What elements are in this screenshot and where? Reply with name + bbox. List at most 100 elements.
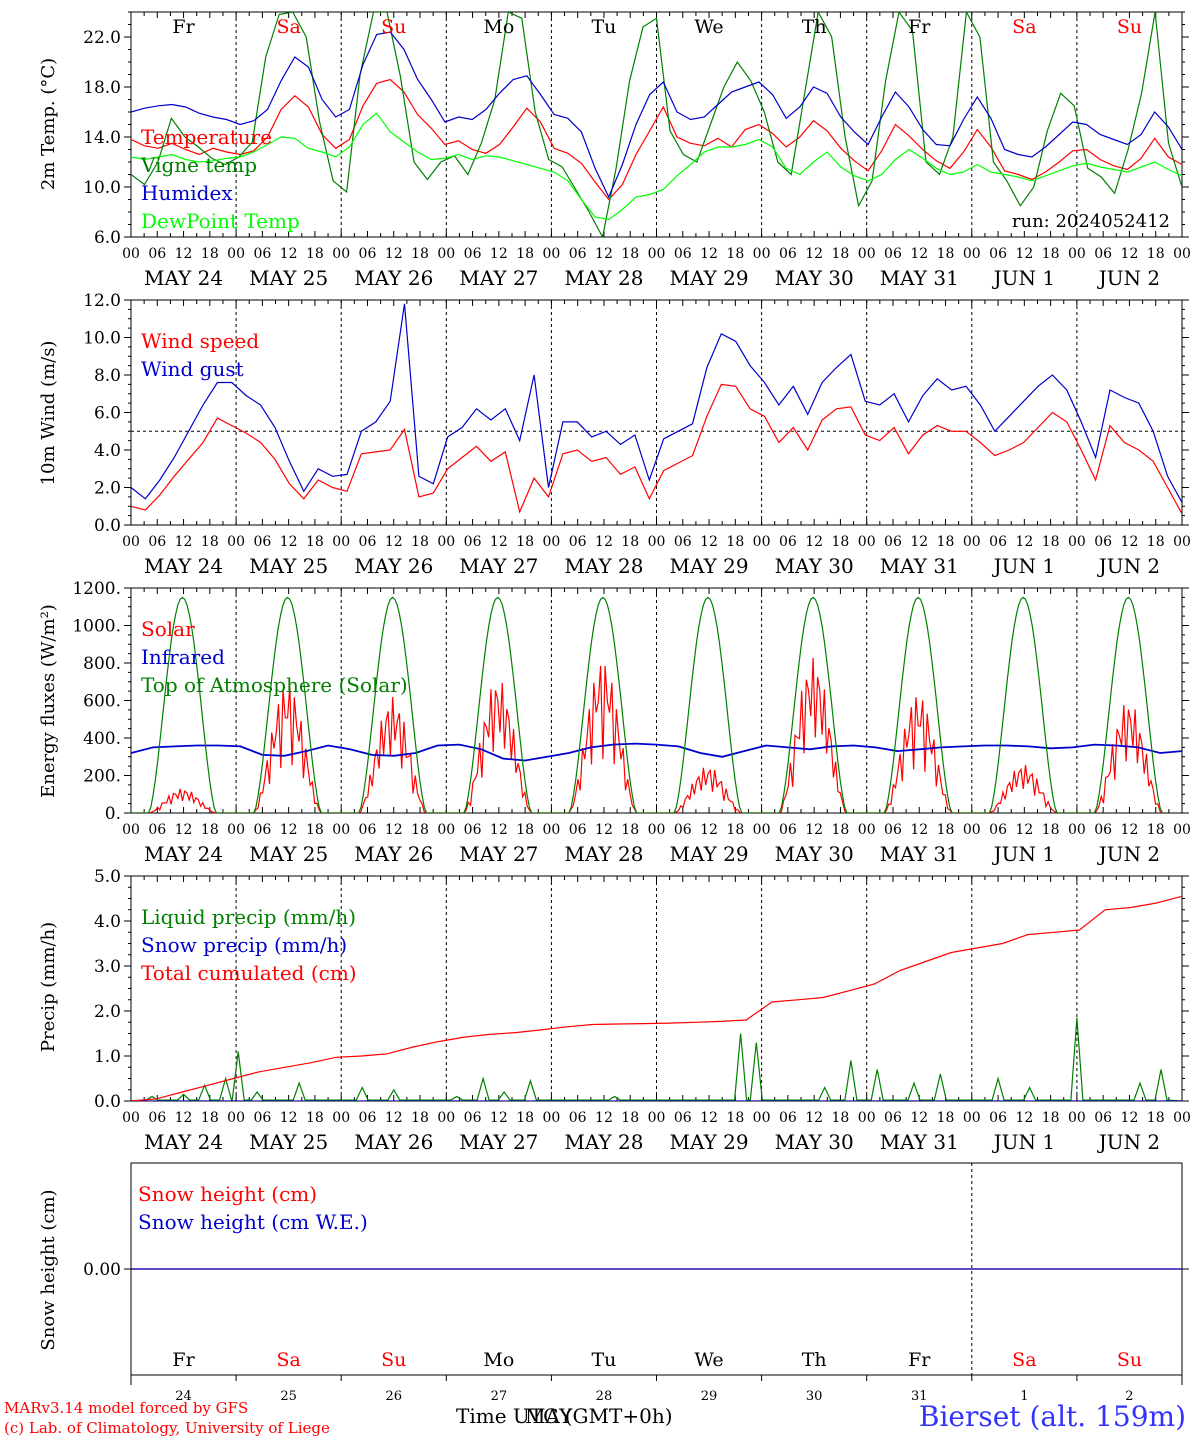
weekday-label-top: We (694, 16, 723, 38)
date-label: MAY 24 (144, 842, 223, 866)
hour-label: 12 (280, 246, 298, 262)
hour-label: 00 (648, 822, 666, 838)
hour-label: 18 (516, 534, 534, 550)
date-label: MAY 29 (669, 1130, 748, 1154)
hour-label: 06 (989, 246, 1007, 262)
y-tick-label: 10.0 (83, 329, 121, 349)
hour-label: 06 (148, 822, 166, 838)
hour-label: 18 (726, 246, 744, 262)
y-tick-label: 1.0 (94, 1047, 121, 1067)
hour-label: 06 (674, 534, 692, 550)
hour-label: 12 (490, 1110, 508, 1126)
hour-label: 00 (753, 534, 771, 550)
hour-label: 18 (832, 1110, 850, 1126)
hour-label: 06 (884, 534, 902, 550)
hour-label: 00 (858, 246, 876, 262)
hour-label: 06 (464, 822, 482, 838)
date-label: MAY 30 (775, 842, 854, 866)
y-tick-label: 800. (83, 654, 121, 674)
hour-label: 00 (1068, 822, 1086, 838)
hour-label: 18 (937, 1110, 955, 1126)
hour-label: 00 (648, 246, 666, 262)
legend-entry: Top of Atmosphere (Solar) (141, 673, 408, 697)
series-group (131, 596, 1182, 813)
date-label: MAY 30 (775, 266, 854, 290)
y-axis-label: Precip (mm/h) (38, 922, 59, 1052)
hour-label: 18 (411, 246, 429, 262)
y-tick-label: 600. (83, 692, 121, 712)
hour-label: 12 (280, 1110, 298, 1126)
hour-label: 06 (884, 246, 902, 262)
x-axis-month-text: MAY (525, 1404, 573, 1428)
date-label: MAY 28 (564, 554, 643, 578)
hour-label: 00 (122, 534, 140, 550)
panel-5: 0.00 Snow height (cm) Snow height (cm) Snow… (38, 1162, 1189, 1376)
weekday-label-bottom: Th (802, 1349, 827, 1371)
date-label: MAY 31 (880, 266, 959, 290)
date-label: MAY 27 (459, 554, 538, 578)
hour-label: 12 (805, 246, 823, 262)
hour-label: 18 (306, 246, 324, 262)
date-label: JUN 1 (992, 842, 1055, 866)
plot-frame (130, 299, 1183, 526)
hour-label: 06 (884, 1110, 902, 1126)
series-line-liquid-precip-mm-h- (131, 1017, 1182, 1101)
x-axis-month-overlap: MAY (525, 1404, 572, 1428)
hour-label: 12 (700, 246, 718, 262)
hour-label: 06 (674, 822, 692, 838)
hour-label: 06 (359, 822, 377, 838)
weekday-label-bottom: Sa (1012, 1349, 1036, 1371)
hour-label: 18 (1147, 822, 1165, 838)
series-line-humidex (131, 31, 1182, 199)
hour-label: 00 (227, 822, 245, 838)
date-label: MAY 27 (459, 842, 538, 866)
hour-label: 00 (437, 246, 455, 262)
hour-label: 06 (253, 1110, 271, 1126)
date-label: MAY 30 (775, 1130, 854, 1154)
date-label: JUN 1 (992, 266, 1055, 290)
hour-label: 12 (385, 534, 403, 550)
series-line-solar (131, 657, 1165, 813)
date-label: MAY 29 (669, 266, 748, 290)
hour-label: 00 (963, 246, 981, 262)
date-label: MAY 30 (775, 554, 854, 578)
hour-label: 18 (1042, 822, 1060, 838)
hour-label: 12 (700, 534, 718, 550)
hour-label: 06 (779, 1110, 797, 1126)
y-tick-label: 22.0 (83, 28, 121, 48)
hour-label: 12 (1121, 246, 1139, 262)
date-label: MAY 24 (144, 266, 223, 290)
hour-label: 18 (411, 534, 429, 550)
y-tick-label: 2.0 (94, 479, 121, 499)
series-line-total-cumulated-cm- (131, 895, 1182, 1101)
hour-label: 00 (753, 246, 771, 262)
date-label: MAY 27 (459, 266, 538, 290)
date-label: MAY 28 (564, 1130, 643, 1154)
hour-label: 12 (385, 822, 403, 838)
date-label: MAY 24 (144, 554, 223, 578)
y-tick-label: 6.0 (94, 404, 121, 424)
day-number: 29 (701, 1389, 718, 1404)
y-tick-label: 6.0 (94, 228, 121, 248)
hour-label: 06 (148, 246, 166, 262)
hour-label: 18 (201, 246, 219, 262)
legend-entry: Total cumulated (cm) (141, 961, 357, 985)
panel-1: 22.0 18.0 14.0 10.0 6.0 2m Temp. (°C) Temperat… (38, 11, 1191, 290)
day-number: 24 (175, 1389, 192, 1404)
hour-label: 12 (700, 822, 718, 838)
weekday-label-bottom: Fr (172, 1349, 195, 1371)
y-tick-label: 0. (105, 804, 121, 824)
hour-label: 00 (1173, 1110, 1191, 1126)
hour-label: 00 (1173, 246, 1191, 262)
date-label: MAY 26 (354, 554, 433, 578)
hour-label: 00 (227, 534, 245, 550)
hour-label: 18 (1042, 246, 1060, 262)
hour-label: 00 (122, 246, 140, 262)
date-label: MAY 25 (249, 554, 328, 578)
hour-label: 12 (595, 822, 613, 838)
weekday-label-top: Tu (591, 16, 616, 38)
hour-label: 18 (201, 1110, 219, 1126)
station-name: Bierset (alt. 159m) (919, 1400, 1186, 1433)
station-name-text: Bierset (alt. 159m) (918, 1400, 1186, 1433)
